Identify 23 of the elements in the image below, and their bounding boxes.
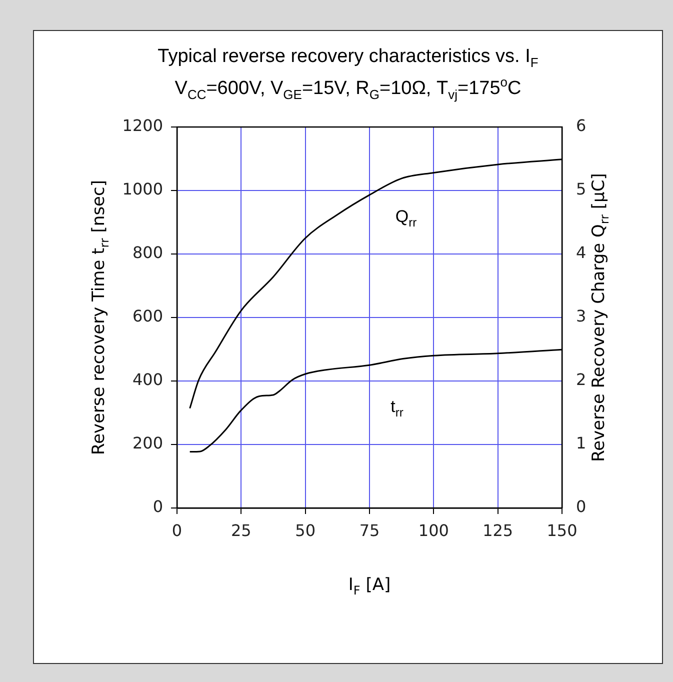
x-tick-label: 25 (230, 520, 252, 540)
y-tick-label: 1000 (122, 180, 163, 199)
y-tick-label: 800 (132, 243, 163, 262)
x-tick-label: 125 (482, 520, 514, 540)
y2-tick-label: 4 (576, 243, 586, 262)
y2-tick-label: 1 (576, 434, 586, 453)
y-tick-label: 200 (132, 434, 163, 453)
y2-tick-label: 2 (576, 370, 586, 390)
x-tick-label: 75 (359, 520, 380, 540)
y2-tick-label: 3 (576, 306, 586, 326)
y-tick-label: 1200 (122, 116, 163, 136)
y-tick-label: 0 (152, 497, 163, 516)
y-tick-label: 600 (132, 306, 163, 326)
x-tick-label: 50 (295, 520, 316, 540)
y2-tick-label: 0 (576, 497, 586, 516)
x-tick-label: 150 (546, 520, 578, 540)
y-tick-label: 400 (132, 370, 163, 390)
y2-axis-title: Reverse Recovery Charge Qrr [μC] (589, 173, 612, 462)
y2-tick-label: 5 (576, 180, 586, 199)
y-axis-title: Reverse recovery Time trr [nsec] (89, 180, 112, 455)
x-tick-label: 0 (172, 520, 182, 540)
x-tick-label: 100 (418, 520, 449, 540)
y2-tick-label: 6 (576, 116, 586, 136)
